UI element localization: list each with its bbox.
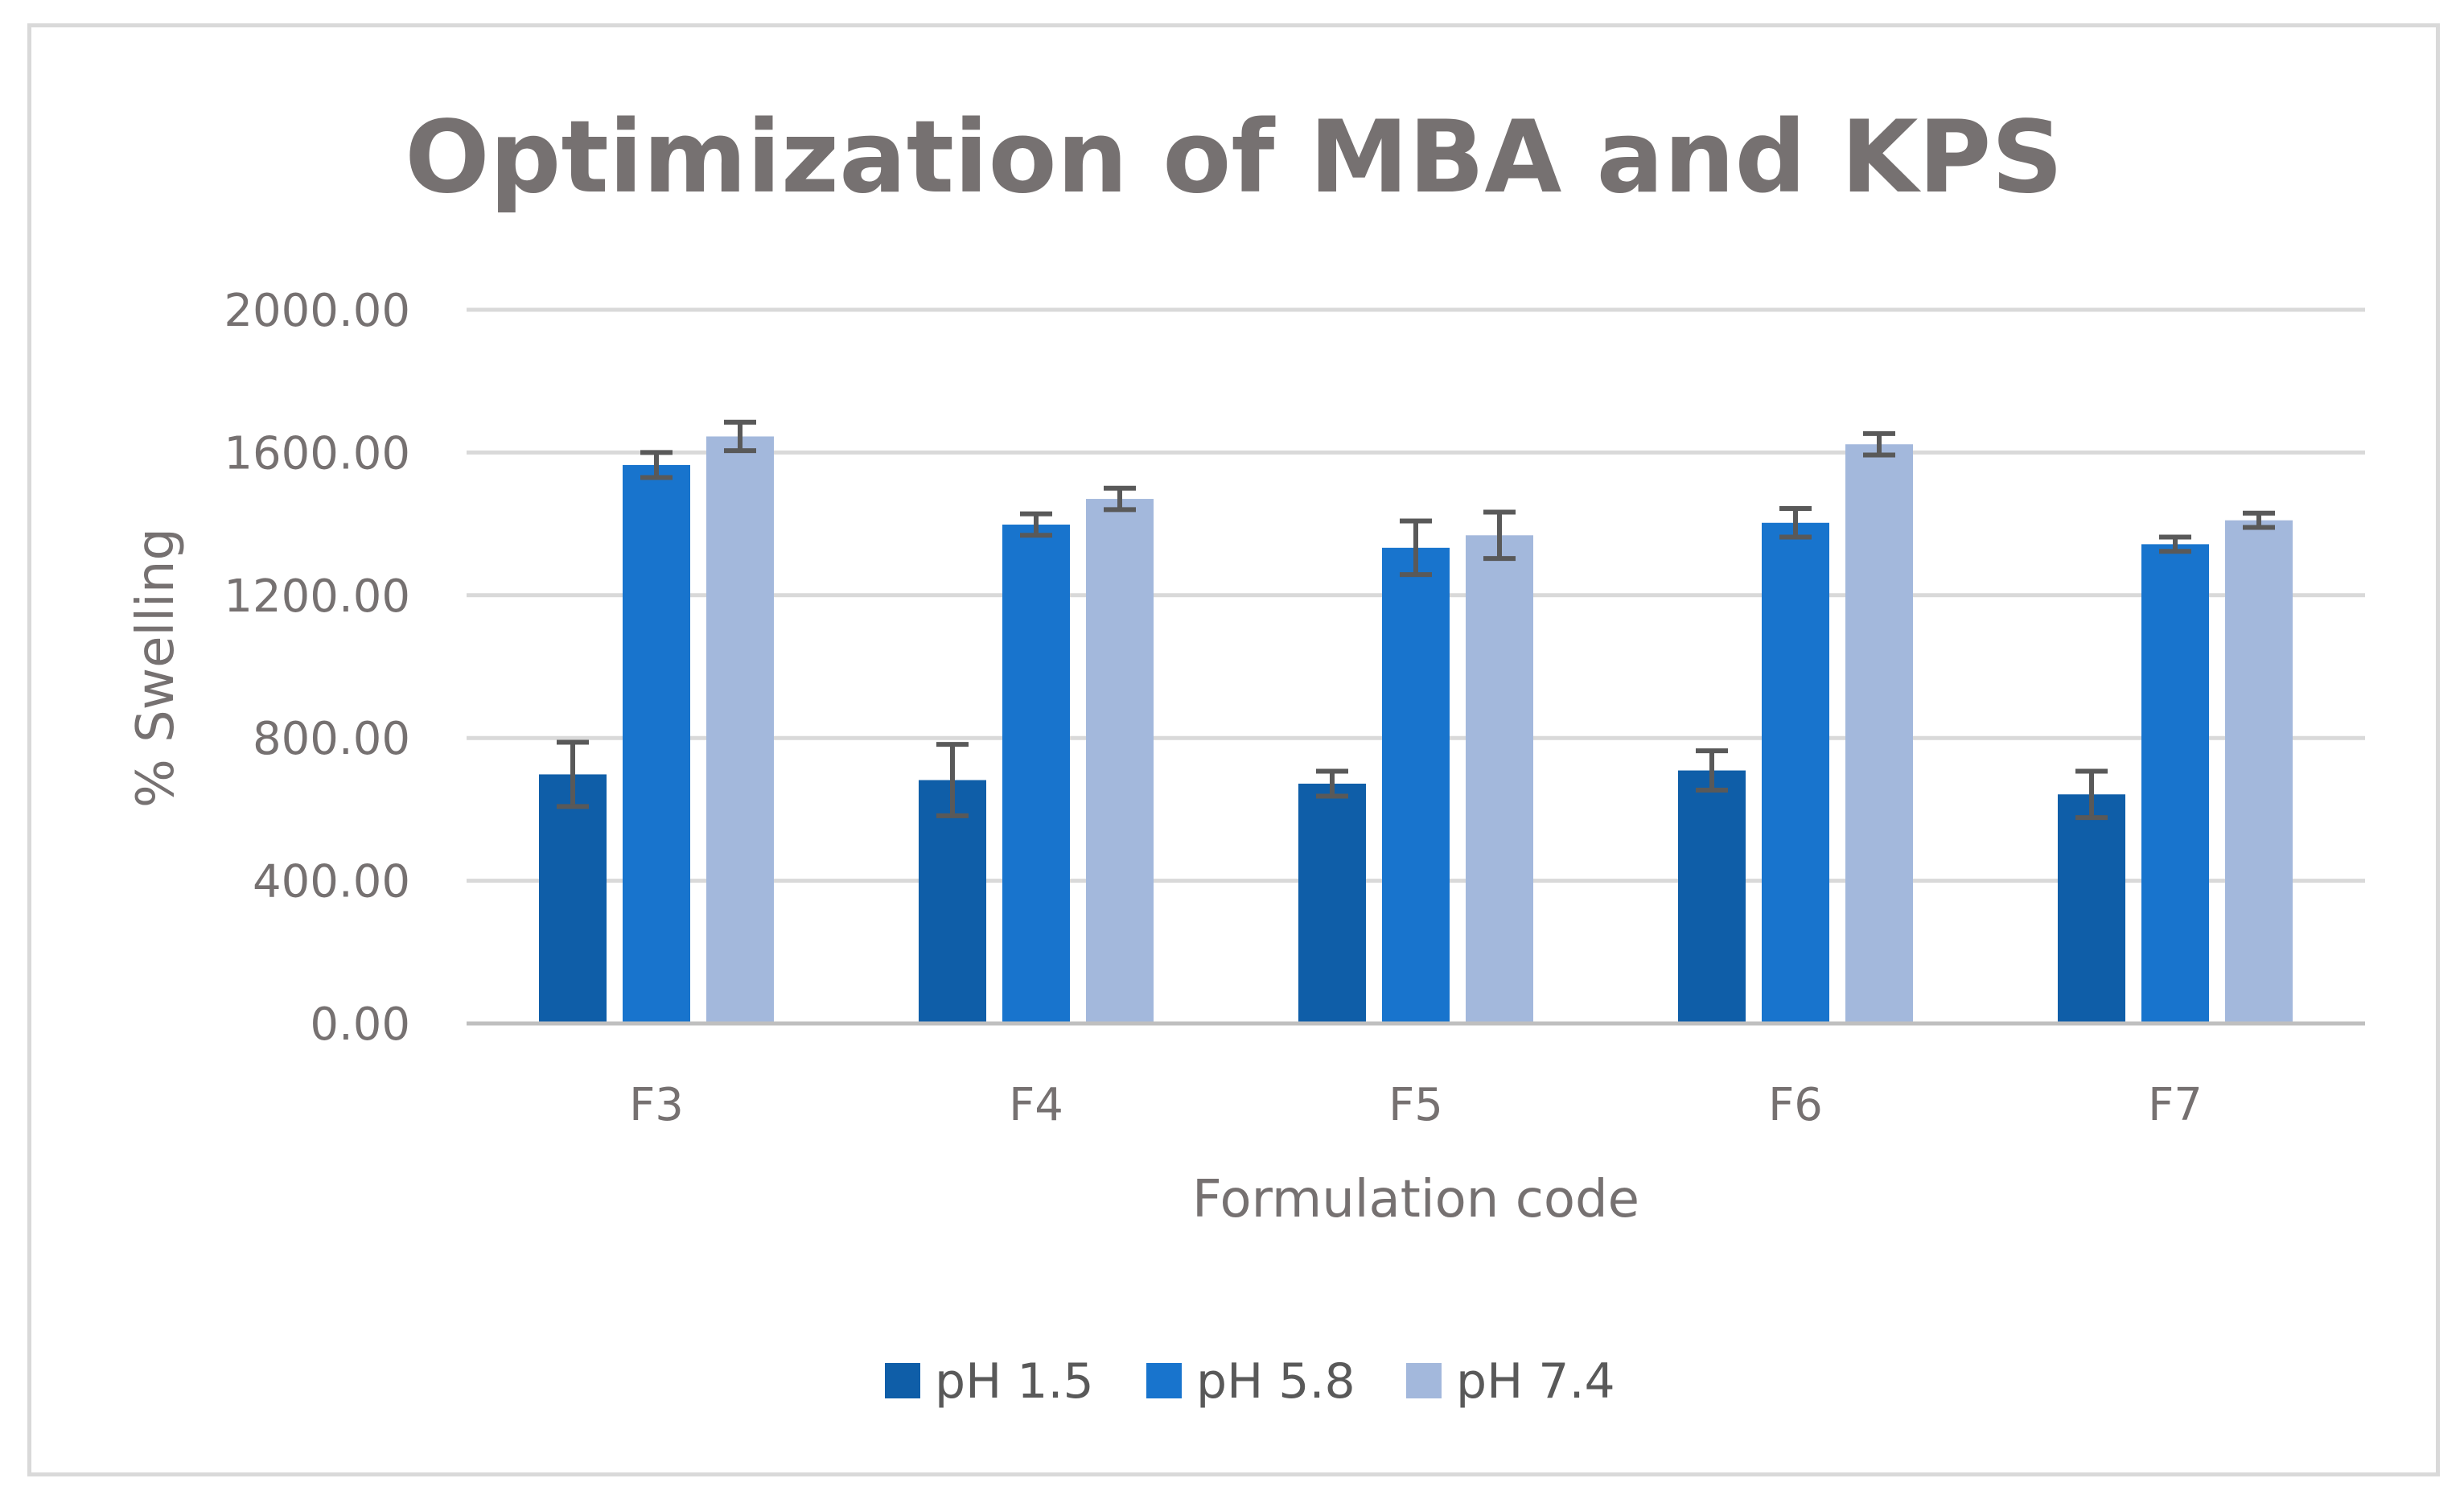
legend-swatch (1406, 1363, 1442, 1398)
x-tick-label: F7 (2148, 1079, 2203, 1131)
legend-label: pH 7.4 (1456, 1353, 1615, 1410)
bar (2141, 544, 2209, 1023)
bar (1762, 522, 1829, 1023)
x-tick-label: F6 (1768, 1079, 1823, 1131)
bar (1678, 770, 1746, 1023)
x-tick-label: F3 (629, 1079, 684, 1131)
bar (1298, 783, 1366, 1023)
bar (1086, 499, 1154, 1023)
legend-label: pH 5.8 (1196, 1353, 1355, 1410)
bar (539, 774, 607, 1023)
x-tick-label: F5 (1388, 1079, 1443, 1131)
x-axis-title: Formulation code (1192, 1170, 1639, 1229)
bar (1002, 524, 1070, 1023)
bar (919, 780, 986, 1023)
y-axis-ticks: 0.00 400.00 800.00 1200.00 1600.00 2000.00 (224, 285, 410, 1051)
legend-swatch (1146, 1363, 1182, 1398)
y-tick-label: 0.00 (310, 999, 410, 1051)
legend-swatch (885, 1363, 920, 1398)
y-tick-label: 400.00 (253, 856, 410, 908)
chart-frame (27, 23, 2440, 1476)
bar (2225, 520, 2293, 1023)
error-bars (557, 419, 2275, 821)
y-axis-title: % Swelling (126, 528, 186, 808)
bar (623, 464, 690, 1023)
bar (1382, 547, 1450, 1023)
legend-label: pH 1.5 (935, 1353, 1094, 1410)
chart-title: Optimization of MBA and KPS (405, 100, 2063, 216)
bar (706, 436, 774, 1023)
y-tick-label: 1200.00 (224, 570, 410, 623)
bar (1845, 444, 1913, 1023)
bar (2058, 794, 2125, 1023)
bars (539, 436, 2293, 1023)
x-axis-ticks: F3 F4 F5 F6 F7 (629, 1079, 2203, 1131)
x-tick-label: F4 (1009, 1079, 1063, 1131)
y-tick-label: 2000.00 (224, 285, 410, 337)
y-tick-label: 1600.00 (224, 427, 410, 480)
legend: pH 1.5 pH 5.8 pH 7.4 (885, 1353, 1615, 1410)
y-tick-label: 800.00 (253, 713, 410, 765)
bar (1466, 535, 1533, 1023)
